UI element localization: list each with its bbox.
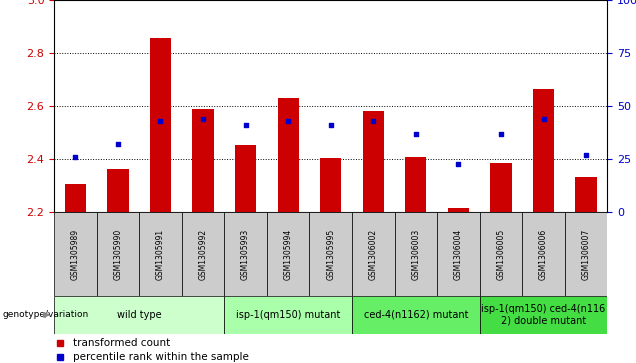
Text: GSM1305990: GSM1305990: [113, 228, 122, 280]
Bar: [225, 212, 267, 296]
Text: GSM1305992: GSM1305992: [198, 229, 207, 280]
Point: [453, 160, 464, 166]
Point: [581, 152, 591, 158]
Text: GSM1305994: GSM1305994: [284, 228, 293, 280]
Text: GSM1306003: GSM1306003: [411, 228, 420, 280]
Bar: [480, 212, 522, 296]
Bar: [480, 296, 607, 334]
Bar: [107, 168, 128, 212]
Text: GSM1305995: GSM1305995: [326, 228, 335, 280]
Text: GSM1305989: GSM1305989: [71, 229, 80, 280]
Bar: [405, 156, 427, 212]
Point: [283, 118, 293, 124]
Bar: [363, 111, 384, 212]
Bar: [565, 212, 607, 296]
Point: [368, 118, 378, 124]
Bar: [54, 296, 225, 334]
Bar: [352, 212, 394, 296]
Text: GSM1306007: GSM1306007: [581, 228, 591, 280]
Point: [240, 122, 251, 128]
Bar: [65, 184, 86, 212]
Text: GSM1306006: GSM1306006: [539, 228, 548, 280]
Bar: [277, 98, 299, 212]
Text: GSM1306004: GSM1306004: [454, 228, 463, 280]
Bar: [182, 212, 225, 296]
Text: GSM1306002: GSM1306002: [369, 229, 378, 280]
Point: [198, 116, 208, 122]
Point: [496, 131, 506, 137]
Text: transformed count: transformed count: [73, 338, 170, 348]
Text: GSM1305993: GSM1305993: [241, 228, 250, 280]
Bar: [97, 212, 139, 296]
Text: ced-4(n1162) mutant: ced-4(n1162) mutant: [364, 310, 468, 320]
Bar: [576, 176, 597, 212]
Bar: [320, 158, 342, 212]
Bar: [490, 163, 511, 212]
Point: [326, 122, 336, 128]
Bar: [352, 296, 480, 334]
Point: [411, 131, 421, 137]
Point: [155, 118, 165, 124]
Bar: [225, 296, 352, 334]
Bar: [533, 89, 554, 212]
Text: GSM1306005: GSM1306005: [497, 228, 506, 280]
Bar: [437, 212, 480, 296]
Bar: [235, 145, 256, 212]
Bar: [310, 212, 352, 296]
Bar: [139, 212, 182, 296]
Text: wild type: wild type: [117, 310, 162, 320]
Bar: [522, 212, 565, 296]
Bar: [267, 212, 310, 296]
Text: genotype/variation: genotype/variation: [3, 310, 89, 319]
Bar: [448, 208, 469, 212]
Text: isp-1(qm150) ced-4(n116
2) double mutant: isp-1(qm150) ced-4(n116 2) double mutant: [481, 304, 605, 326]
Point: [539, 116, 549, 122]
Text: isp-1(qm150) mutant: isp-1(qm150) mutant: [236, 310, 340, 320]
Bar: [150, 38, 171, 212]
Text: percentile rank within the sample: percentile rank within the sample: [73, 352, 249, 362]
Text: GSM1305991: GSM1305991: [156, 229, 165, 280]
Bar: [394, 212, 437, 296]
Bar: [192, 109, 214, 212]
Bar: [54, 212, 97, 296]
Point: [70, 154, 80, 160]
Point: [113, 142, 123, 147]
